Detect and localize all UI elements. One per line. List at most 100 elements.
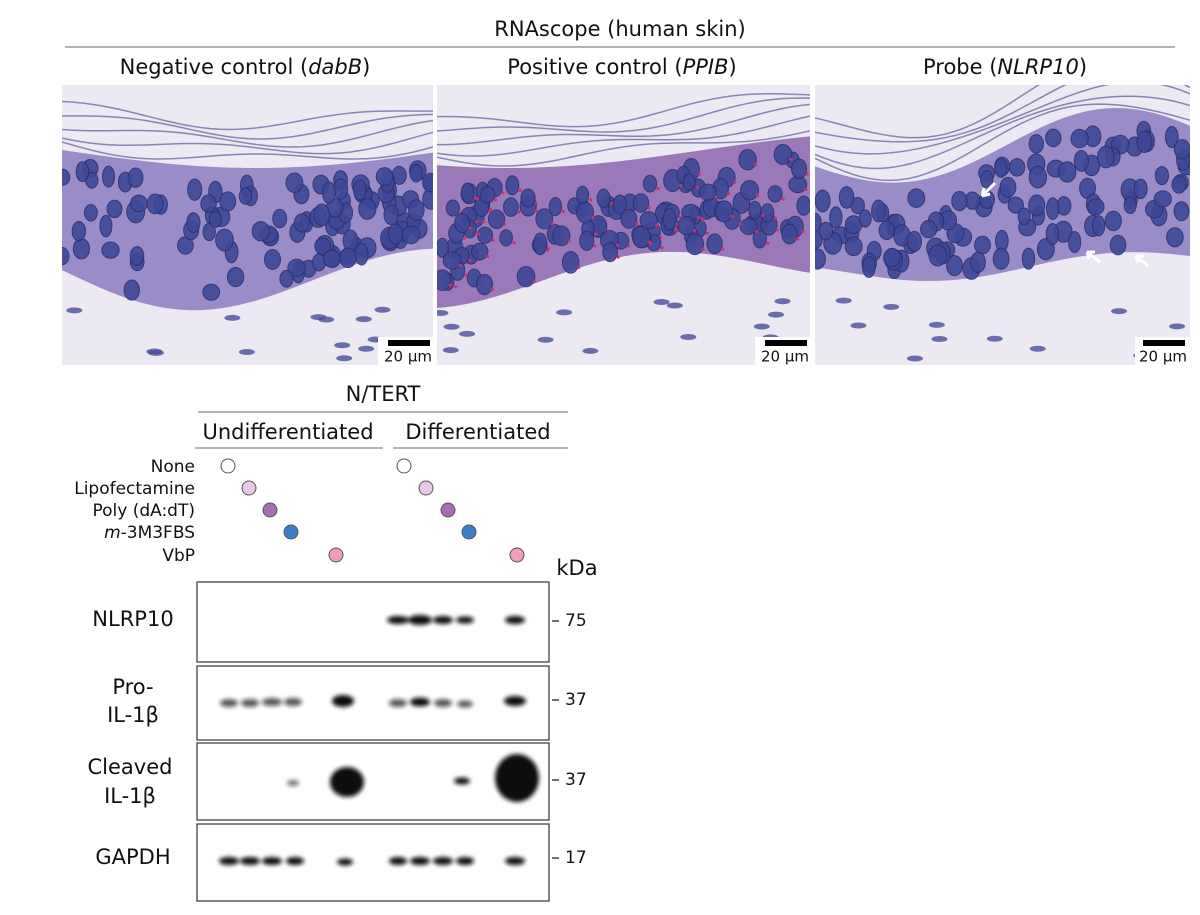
nucleus [1091,215,1106,237]
nucleus [920,220,938,239]
dermal-cell [582,347,599,354]
nucleus [226,267,245,288]
signal-dot [577,265,581,269]
signal-dot [755,193,760,197]
nucleus [333,178,349,200]
signal-dot [518,188,522,192]
group-label: Undifferentiated [202,420,373,444]
nucleus [533,232,548,256]
signal-dot [635,222,639,226]
signal-dot [692,229,697,233]
dermal-cell [336,355,353,362]
stratum-corneum [62,113,433,140]
dermal-cell [774,298,791,305]
signal-dot [534,209,538,213]
signal-dot [730,214,734,218]
nucleus [470,242,489,261]
nucleus [773,143,793,165]
dermal-cell [537,336,554,343]
nucleus [454,213,471,234]
nucleus [838,186,855,209]
nucleus [383,204,399,226]
panel-title: Negative control (dabB) [120,55,371,79]
treatment-label: Lipofectamine [74,479,195,499]
nucleus [72,238,91,260]
nucleus [1164,125,1179,149]
nucleus [576,185,590,205]
signal-dot [502,222,507,226]
stratum-corneum [62,131,433,155]
nucleus [946,254,963,277]
nucleus [1017,207,1031,226]
scale-bar [1143,340,1185,346]
nucleus [738,149,757,171]
nucleus [1028,194,1046,217]
nucleus [576,201,594,224]
nucleus [1173,201,1190,222]
dermal-cell [907,355,924,362]
nucleus [505,175,520,196]
signal-dot [567,239,571,243]
stratum-corneum [815,103,1190,182]
nucleus [437,237,449,258]
signal-dot [805,172,809,176]
stratum-corneum [62,141,433,160]
treatment-dot [396,458,412,474]
marker-label: 17 [565,848,587,868]
nucleus [796,195,810,216]
nucleus [639,211,658,230]
nucleus [354,242,369,266]
dermal-cell [768,311,785,318]
wb-title: N/TERT [346,382,421,406]
nucleus [293,213,311,233]
nucleus [862,256,876,278]
nucleus [322,249,341,268]
signal-dot [464,273,468,277]
nucleus [677,216,696,236]
treatment-dot [283,524,299,540]
nucleus [791,158,808,180]
nucleus [682,173,696,191]
nucleus [548,196,563,217]
treatment-label: VbP [162,546,195,566]
nucleus [1028,134,1044,154]
nucleus [579,230,595,251]
blot-label: Pro- [112,675,153,699]
nucleus [487,209,506,229]
nucleus [1153,190,1172,208]
nucleus [999,176,1017,198]
signal-dot [561,209,565,214]
unit-label: kDa [556,556,597,580]
stratum-corneum [437,97,810,133]
signal-dot [721,247,725,251]
signal-dot [789,157,793,162]
nucleus [1045,197,1060,220]
dermal-cell [66,307,83,314]
signal-dot [517,210,521,214]
treatment-dot [509,547,525,563]
signal-dot [761,213,765,217]
blots [196,581,550,902]
stratum-corneum [815,85,1040,139]
signal-dot [486,254,490,259]
dermal-cell [1169,323,1186,330]
nucleus [739,217,758,236]
nucleus [1109,234,1127,256]
scale-label: 20 µm [384,348,432,366]
nucleus [272,208,288,229]
signal-dot [473,196,478,200]
signal-dot [475,220,479,224]
signal-dot [647,206,651,210]
nucleus [970,251,986,273]
signal-dot [701,218,705,222]
nucleus [358,198,377,220]
blot-frame [196,742,550,821]
nucleus [83,203,98,222]
dermal-cell [358,345,375,352]
nucleus [1068,230,1082,254]
signal-dot [810,209,813,212]
arrows [980,181,1149,268]
nucleus [342,229,359,252]
scale-bar [765,340,807,346]
